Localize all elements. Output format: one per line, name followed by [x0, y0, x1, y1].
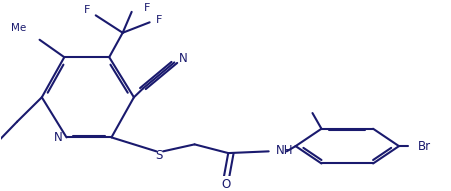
Text: Me: Me [11, 23, 26, 33]
Text: N: N [179, 52, 187, 65]
Text: O: O [221, 178, 230, 191]
Text: F: F [83, 5, 90, 15]
Text: Br: Br [417, 140, 430, 153]
Text: F: F [144, 3, 150, 13]
Text: N: N [54, 131, 63, 144]
Text: F: F [155, 15, 161, 25]
Text: NH: NH [275, 144, 292, 157]
Text: S: S [155, 149, 162, 162]
